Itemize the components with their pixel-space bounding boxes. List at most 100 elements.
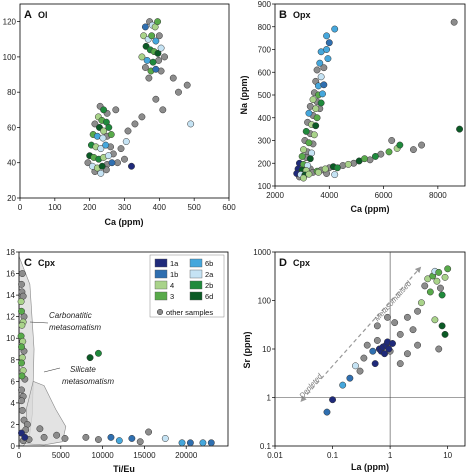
legend-label-2a: 2a xyxy=(205,270,214,279)
panel-d-point-grey xyxy=(414,341,422,349)
panel-d-point-3 xyxy=(426,288,434,296)
panel-a-point-grey xyxy=(84,159,92,167)
panel-c-ytick-label: 4 xyxy=(11,399,16,408)
panel-b-point-6b xyxy=(319,90,326,98)
panel-d-point-1a xyxy=(329,396,337,404)
panel-c-ticks: 0 5000 10000 15000 20000 0 2 4 6 8 10 12 14 16 18 xyxy=(6,248,198,460)
panel-b-point-4 xyxy=(312,105,320,113)
panel-b-ytick-label: 700 xyxy=(258,46,272,55)
panel-a-point-2b xyxy=(105,124,113,131)
panel-a-point-grey xyxy=(152,95,160,103)
annotation-carbonatitic-2: metasomatism xyxy=(49,323,101,332)
panel-b-ticks: 2000 4000 6000 8000 100 200 300 400 500 600 700 800… xyxy=(258,0,448,200)
panel-b-label: B xyxy=(279,9,287,21)
panel-c-xtick-label: 0 xyxy=(17,451,22,460)
panel-b: B Opx 2000 4000 6000 8000 100 200 300 400 500 600… xyxy=(239,0,466,214)
legend-swatch-6b xyxy=(189,258,203,268)
panel-b-point-6b xyxy=(331,25,339,33)
panel-c-point-1b xyxy=(128,435,136,442)
panel-b-point-4 xyxy=(344,160,352,168)
panel-a-point-grey xyxy=(138,113,146,121)
panel-b-point-2b xyxy=(317,99,325,107)
panel-a-point-grey xyxy=(141,64,149,71)
panel-b-xlabel: Ca (ppm) xyxy=(351,204,390,214)
panel-c: C Cpx 0 5000 10000 15000 20000 0 2 4 6 8 10 12 14 16 1… xyxy=(6,248,229,474)
panel-a-point-2a xyxy=(105,152,112,160)
panel-a-xtick-label: 400 xyxy=(153,203,167,212)
panel-b-point-grey xyxy=(450,18,458,26)
panel-d-point-grey xyxy=(373,337,381,344)
legend-label-1b: 1b xyxy=(170,270,178,279)
legend-swatch-1b xyxy=(154,269,168,279)
panel-a-ytick-label: 100 xyxy=(3,53,17,62)
panel-a-xtick-label: 0 xyxy=(18,203,23,212)
panel-c-point-6d xyxy=(86,354,94,362)
panel-c-ytick-label: 2 xyxy=(11,420,16,429)
panel-b-point-grey xyxy=(320,64,328,72)
panel-b-points xyxy=(293,18,464,182)
panel-a-point-grey xyxy=(112,106,120,114)
panel-c-xtick-label: 20000 xyxy=(175,451,198,460)
panel-d-point-grey xyxy=(363,341,371,349)
panel-a-xtick-label: 300 xyxy=(118,203,132,212)
panel-d-ytick-label: 1000 xyxy=(253,248,271,257)
panel-b-point-4 xyxy=(309,96,317,104)
panel-a-point-grey xyxy=(175,88,182,96)
legend-swatch-2b xyxy=(189,280,203,290)
panel-b-point-2a xyxy=(308,149,316,157)
panel-d-label: D xyxy=(279,257,287,269)
panel-b-ytick-label: 900 xyxy=(258,0,272,9)
panel-c-point-6b xyxy=(115,437,123,445)
legend-swatch-2a xyxy=(189,269,203,279)
panel-a-frame xyxy=(19,3,230,199)
panel-d-xlabel: La (ppm) xyxy=(351,462,389,472)
panel-d-point-grey xyxy=(391,319,399,327)
legend-label-4: 4 xyxy=(170,281,174,290)
panel-c-point-grey xyxy=(18,406,26,414)
panel-d-ylabel: Sr (ppm) xyxy=(242,331,252,368)
panel-b-point-6b xyxy=(316,59,324,67)
panel-c-ytick-label: 6 xyxy=(11,377,16,386)
panel-b-point-2a xyxy=(331,171,339,179)
panel-b-point-3 xyxy=(305,139,313,147)
panel-d-point-1a xyxy=(385,345,393,353)
panel-b-ytick-label: 200 xyxy=(258,159,272,168)
panel-c-point-grey xyxy=(18,386,25,394)
panel-b-xtick-label: 4000 xyxy=(320,191,338,200)
panel-b-ytick-label: 800 xyxy=(258,23,272,32)
panel-d-point-grey xyxy=(409,326,417,334)
panel-a-label: A xyxy=(24,9,32,21)
panel-a-point-2b xyxy=(149,58,157,66)
panel-b-point-2b xyxy=(302,127,310,135)
panel-c-ytick-label: 12 xyxy=(6,313,15,322)
panel-c-point-grey xyxy=(94,436,102,443)
panel-a-phase: Ol xyxy=(38,10,48,20)
legend-swatch-6d xyxy=(189,291,203,301)
panel-d-point-grey xyxy=(403,350,411,358)
panel-a-point-2a xyxy=(97,169,105,177)
panel-b-point-4 xyxy=(314,168,322,176)
panel-a-ticks: 0 100 200 300 400 500 600 20 40 60 80 100 120 xyxy=(3,18,237,212)
panel-d-point-grey xyxy=(360,354,368,362)
panel-d-point-4 xyxy=(431,316,439,324)
panel-c-point-grey xyxy=(136,438,144,446)
legend-label-1a: 1a xyxy=(170,259,179,268)
panel-d-point-2a xyxy=(352,362,359,370)
panel-a-point-3 xyxy=(154,18,162,26)
panel-d-point-grey xyxy=(414,307,422,315)
panel-b-point-grey xyxy=(313,66,321,74)
panel-a-point-2b xyxy=(100,106,108,114)
panel-b-ytick-label: 100 xyxy=(258,182,272,191)
panel-c-point-grey xyxy=(61,435,69,442)
panel-c-point-1a xyxy=(21,433,29,441)
panel-c-points xyxy=(17,270,215,447)
panel-b-point-2b xyxy=(333,164,341,172)
panel-b-point-grey xyxy=(418,141,426,149)
panel-d-point-grey xyxy=(421,282,429,290)
panel-b-phase: Opx xyxy=(293,10,311,20)
panel-c-xtick-label: 10000 xyxy=(91,451,114,460)
panel-a-point-grey xyxy=(169,74,177,82)
legend-swatch-1a xyxy=(154,258,168,268)
